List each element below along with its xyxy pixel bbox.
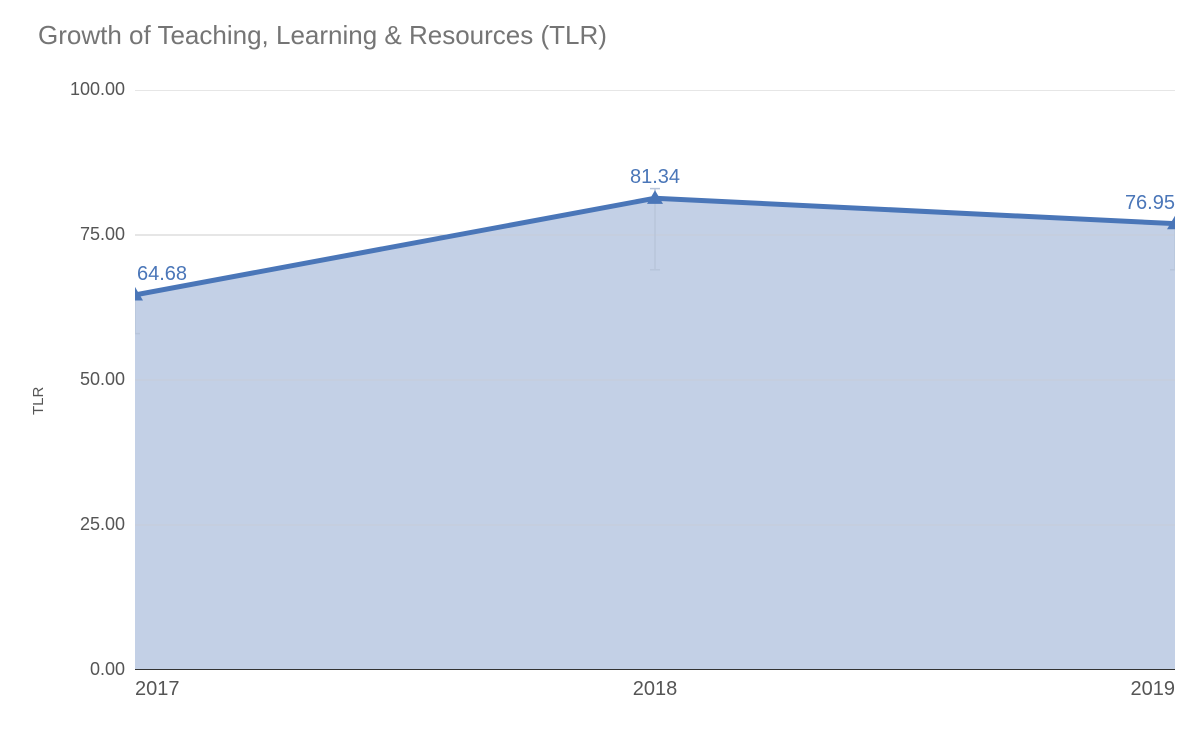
data-label: 81.34	[630, 166, 680, 189]
y-axis-label: TLR	[30, 387, 47, 415]
y-tick-label: 50.00	[80, 369, 125, 390]
y-tick-label: 100.00	[70, 79, 125, 100]
chart-container: Growth of Teaching, Learning & Resources…	[0, 0, 1200, 741]
data-label: 64.68	[137, 263, 187, 286]
data-label: 76.95	[1125, 192, 1175, 215]
x-tick-label: 2018	[633, 678, 678, 701]
x-tick-label: 2019	[1131, 678, 1176, 701]
chart-title: Growth of Teaching, Learning & Resources…	[38, 20, 607, 51]
y-tick-label: 75.00	[80, 224, 125, 245]
y-tick-label: 0.00	[90, 659, 125, 680]
x-tick-label: 2017	[135, 678, 180, 701]
y-tick-label: 25.00	[80, 514, 125, 535]
